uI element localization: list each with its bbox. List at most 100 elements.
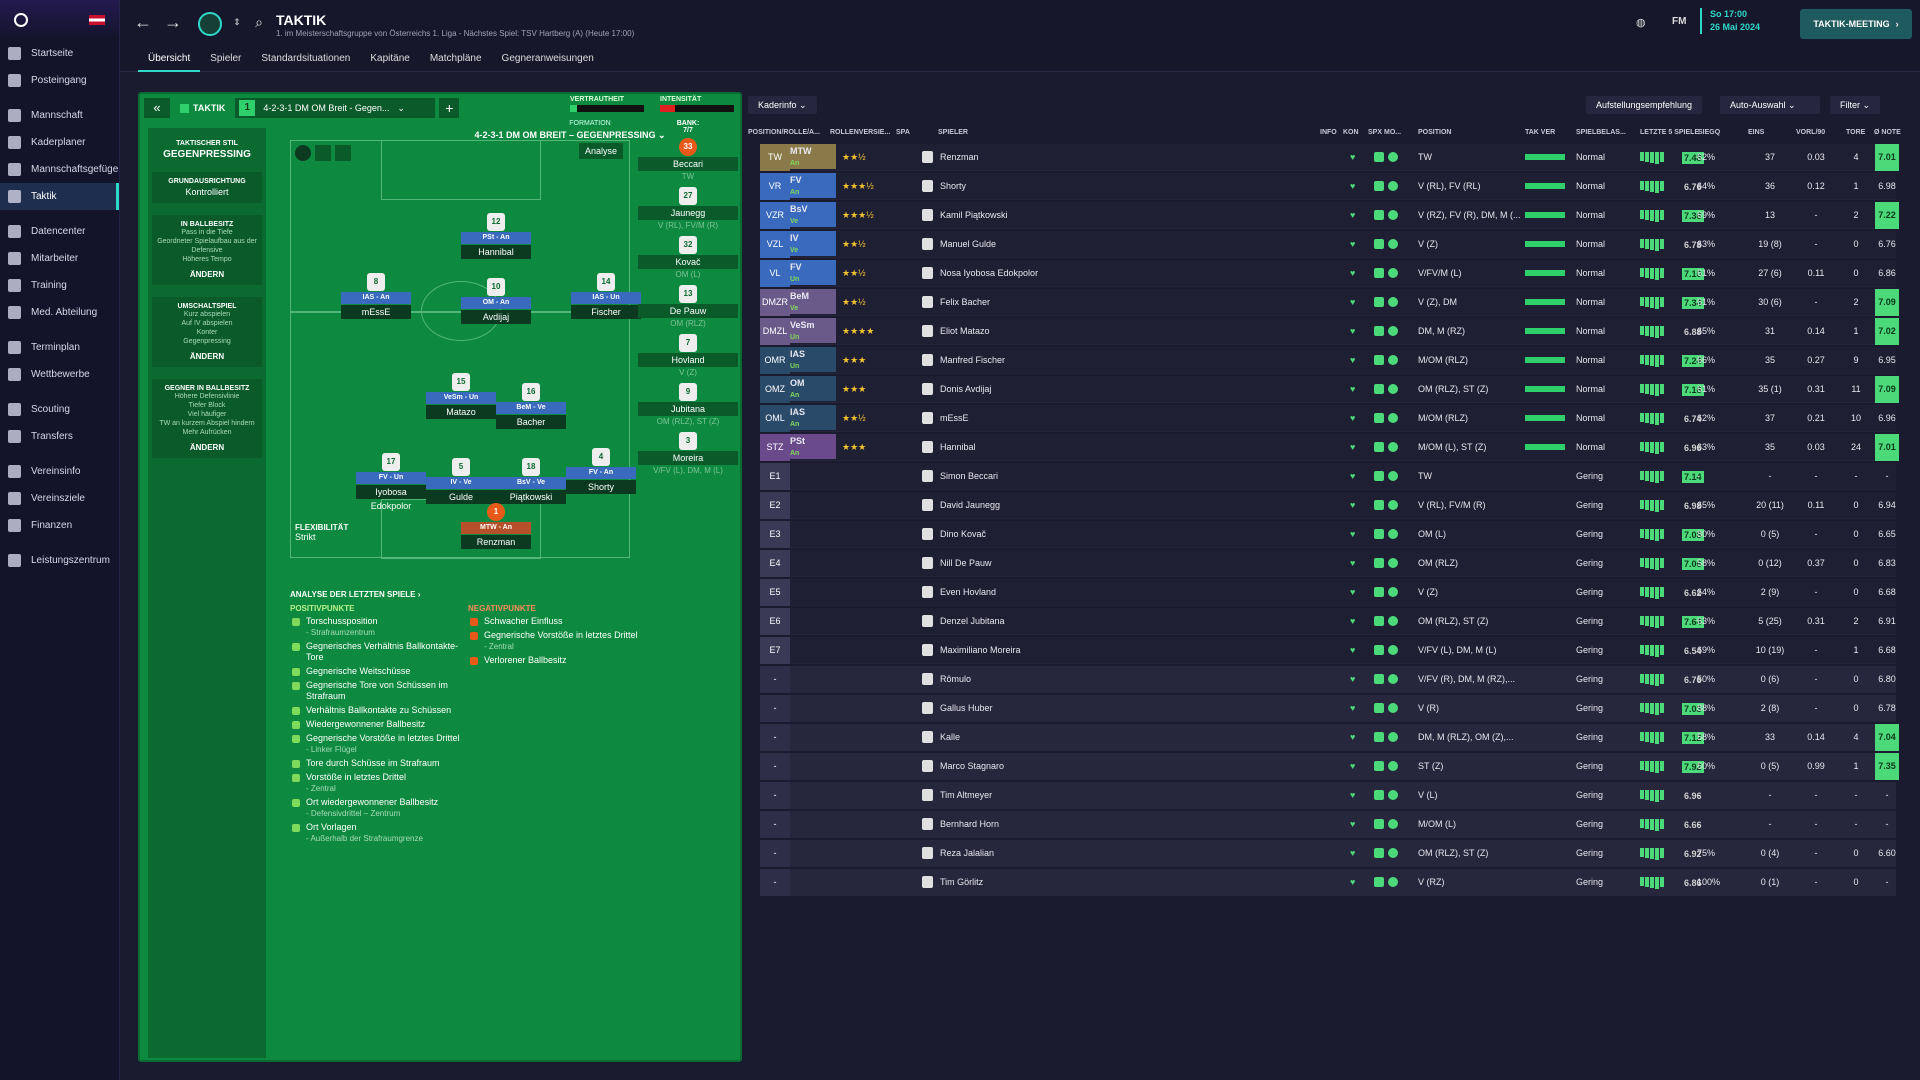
player-name[interactable]: Felix Bacher <box>940 297 991 307</box>
role-select[interactable]: FV Un <box>790 260 836 285</box>
position-slot[interactable]: - <box>760 869 790 896</box>
column-header[interactable]: Ø NOTE <box>1874 129 1901 136</box>
table-row[interactable]: E1 Simon Beccari ♥ TW Gering 7.14- - - - - <box>760 463 1896 490</box>
player-name[interactable]: Denzel Jubitana <box>940 616 1005 626</box>
role-select[interactable]: BsV Ve <box>790 202 836 227</box>
table-row[interactable]: E7 Maximiliano Moreira ♥ V/FV (L), DM, M (L… <box>760 637 1896 664</box>
position-slot[interactable]: E3 <box>760 521 790 548</box>
role-select[interactable]: OM An <box>790 376 836 401</box>
tab-2[interactable]: Standardsituationen <box>261 53 351 64</box>
sidebar-item-posteingang[interactable]: Posteingang <box>0 67 119 94</box>
tactic-select[interactable]: 1 4-2-3-1 DM OM Breit - Gegen... ⌄ <box>235 98 436 118</box>
recommendation-button[interactable]: Aufstellungsempfehlung <box>1586 96 1703 114</box>
player-role-tag[interactable]: FV - Un <box>356 472 426 484</box>
flexibility-box[interactable]: FLEXIBILITÄT Strikt <box>295 523 348 542</box>
position-slot[interactable]: E2 <box>760 492 790 519</box>
position-slot[interactable]: - <box>760 695 790 722</box>
tab-0[interactable]: Übersicht <box>138 48 201 72</box>
role-select[interactable]: MTW An <box>790 144 836 169</box>
sidebar-item-mannschaft[interactable]: Mannschaft <box>0 102 119 129</box>
role-select[interactable]: IV Ve <box>790 231 836 256</box>
analysis-heading[interactable]: ANALYSE DER LETZTEN SPIELE › <box>290 590 421 599</box>
table-row[interactable]: VZL IV Ve ★★½ Manuel Gulde ♥ V (Z) Normal 6.78 63… <box>760 231 1896 258</box>
pitch-player[interactable]: 15 VeSm - Un Matazo <box>426 373 496 419</box>
table-row[interactable]: E3 Dino Kovač ♥ OM (L) Gering 7.08 80% 0 (5) - 0 6… <box>760 521 1896 548</box>
player-name[interactable]: Donis Avdijaj <box>940 384 992 394</box>
tab-1[interactable]: Spieler <box>210 53 242 64</box>
position-slot[interactable]: DMZR <box>760 289 790 316</box>
pitch-player[interactable]: 17 FV - Un Iyobosa Edokpolor <box>356 453 426 511</box>
intensity-meter[interactable]: INTENSITÄT <box>660 96 734 112</box>
add-tactic-button[interactable]: + <box>439 98 460 118</box>
sidebar-item-leistungszentrum[interactable]: Leistungszentrum <box>0 547 119 574</box>
bench-player[interactable]: 13 De Pauw OM (RLZ) <box>638 285 738 328</box>
column-header[interactable]: INFO <box>1320 129 1337 136</box>
sidebar-item-terminplan[interactable]: Terminplan <box>0 334 119 361</box>
position-slot[interactable]: OMZ <box>760 376 790 403</box>
role-select[interactable]: PSt An <box>790 434 836 459</box>
fm-logo-icon[interactable] <box>14 13 28 27</box>
player-name[interactable]: Marco Stagnaro <box>940 761 1005 771</box>
table-row[interactable]: OMR IAS Un ★★★ Manfred Fischer ♥ M/OM (RLZ) Nor… <box>760 347 1896 374</box>
pitch-player[interactable]: 4 FV - An Shorty <box>566 448 636 494</box>
tab-3[interactable]: Kapitäne <box>370 53 410 64</box>
role-select[interactable]: FV An <box>790 173 836 198</box>
position-slot[interactable]: OMR <box>760 347 790 374</box>
club-badge-icon[interactable] <box>198 12 222 36</box>
table-row[interactable]: DMZL VeSm Un ★★★★ Eliot Matazo ♥ DM, M (RZ) Nor… <box>760 318 1899 345</box>
change-button[interactable]: ÄNDERN <box>156 270 258 279</box>
player-name[interactable]: Manuel Gulde <box>940 239 997 249</box>
pitch-player[interactable]: 10 OM - An Avdijaj <box>461 278 531 324</box>
table-row[interactable]: TW MTW An ★★½ Renzman ♥ TW Normal 7.48 62% 37 0.03 4… <box>760 144 1899 171</box>
position-slot[interactable]: E7 <box>760 637 790 664</box>
sidebar-item-startseite[interactable]: Startseite <box>0 40 119 67</box>
instruction-box[interactable]: GEGNER IN BALLBESITZ Höhere Defensivlinie… <box>152 379 262 458</box>
tab-4[interactable]: Matchpläne <box>429 53 482 64</box>
column-header[interactable]: ROLLENVERSIE... <box>830 129 891 136</box>
sidebar-item-wettbewerbe[interactable]: Wettbewerbe <box>0 361 119 388</box>
table-row[interactable]: - Kalle ♥ DM, M (RLZ), OM (Z),... Gering 7.12… <box>760 724 1899 751</box>
pitch-player[interactable]: 16 BeM - Ve Bacher <box>496 383 566 429</box>
player-name[interactable]: Eliot Matazo <box>940 326 990 336</box>
column-header[interactable]: SPIELER <box>938 129 968 136</box>
player-name[interactable]: Hannibal <box>940 442 976 452</box>
date-time[interactable]: So 17:00 26 Mai 2024 <box>1700 8 1760 34</box>
table-row[interactable]: E5 Even Hovland ♥ V (Z) Gering 6.62 64% 2 (9) - 0… <box>760 579 1896 606</box>
collapse-button[interactable]: « <box>144 98 170 118</box>
position-slot[interactable]: - <box>760 811 790 838</box>
column-header[interactable]: POSITION/ROLLE/A... <box>748 129 820 136</box>
globe-icon[interactable]: ◍ <box>1636 17 1646 29</box>
player-name[interactable]: Dino Kovač <box>940 529 987 539</box>
column-header[interactable]: POSITION <box>1418 129 1452 136</box>
tactics-meeting-button[interactable]: TAKTIK-MEETING › <box>1800 9 1912 39</box>
player-name[interactable]: Rômulo <box>940 674 972 684</box>
position-slot[interactable]: TW <box>760 144 790 171</box>
style-box[interactable]: TAKTISCHER STIL GEGENPRESSING <box>152 134 262 166</box>
search-icon[interactable]: ⌕ <box>255 14 263 30</box>
position-slot[interactable]: E6 <box>760 608 790 635</box>
table-row[interactable]: VL FV Un ★★½ Nosa Iyobosa Edokpolor ♥ V/FV/M (… <box>760 260 1896 287</box>
player-role-tag[interactable]: VeSm - Un <box>426 392 496 404</box>
table-row[interactable]: - Bernhard Horn ♥ M/OM (L) Gering 6.66- - - - - <box>760 811 1896 838</box>
table-row[interactable]: - Tim Altmeyer ♥ V (L) Gering 6.96- - - - - <box>760 782 1896 809</box>
position-slot[interactable]: - <box>760 782 790 809</box>
player-name[interactable]: Kalle <box>940 732 961 742</box>
table-row[interactable]: - Gallus Huber ♥ V (R) Gering 7.03 88% 2 (8) - 0 6… <box>760 695 1896 722</box>
player-name[interactable]: Tim Görlitz <box>940 877 984 887</box>
bench-player[interactable]: 3 Moreira V/FV (L), DM, M (L) <box>638 432 738 475</box>
column-header[interactable]: LETZTE 5 SPIELE <box>1640 129 1700 136</box>
sidebar-item-scouting[interactable]: Scouting <box>0 396 119 423</box>
list-icon[interactable] <box>335 145 351 161</box>
player-name[interactable]: David Jaunegg <box>940 500 1001 510</box>
pitch-player[interactable]: 1 MTW - An Renzman <box>461 503 531 549</box>
sidebar-item-vereinsinfo[interactable]: Vereinsinfo <box>0 458 119 485</box>
squad-info-button[interactable]: Kaderinfo ⌄ <box>748 96 817 114</box>
table-row[interactable]: DMZR BeM Ve ★★½ Felix Bacher ♥ V (Z), DM Normal… <box>760 289 1899 316</box>
position-slot[interactable]: - <box>760 724 790 751</box>
table-row[interactable]: E4 Nill De Pauw ♥ OM (RLZ) Gering 7.06 58% 0 (1… <box>760 550 1896 577</box>
auto-select-button[interactable]: Auto-Auswahl ⌄ <box>1720 96 1820 114</box>
bench-player[interactable]: 9 Jubitana OM (RLZ), ST (Z) <box>638 383 738 426</box>
role-select[interactable]: VeSm Un <box>790 318 836 343</box>
sidebar-item-finanzen[interactable]: Finanzen <box>0 512 119 539</box>
position-slot[interactable]: STZ <box>760 434 790 461</box>
